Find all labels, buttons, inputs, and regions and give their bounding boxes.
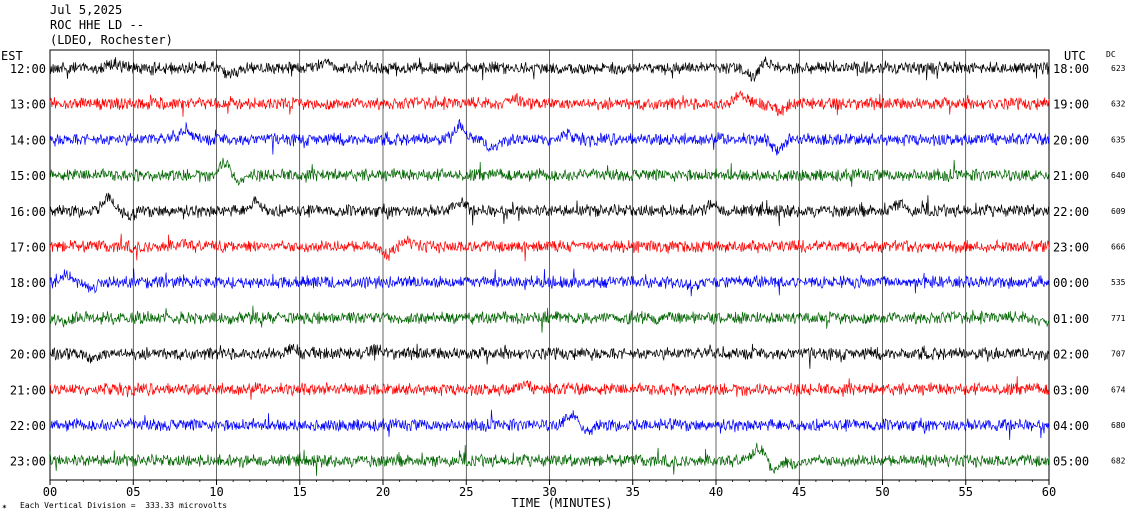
trace-line xyxy=(49,56,1050,82)
est-hour-label: 16:00 xyxy=(10,205,46,219)
x-tick-label-20: 20 xyxy=(376,485,390,499)
x-tick-label-50: 50 xyxy=(875,485,889,499)
x-tick-label-45: 45 xyxy=(792,485,806,499)
utc-hour-label: 01:00 xyxy=(1053,312,1089,326)
est-hour-label: 21:00 xyxy=(10,383,46,397)
x-tick-label-40: 40 xyxy=(709,485,723,499)
trace-line xyxy=(49,119,1050,156)
x-tick-label-10: 10 xyxy=(209,485,223,499)
x-tick-label-15: 15 xyxy=(293,485,307,499)
trace-line xyxy=(50,157,1050,187)
x-axis-title: TIME (MINUTES) xyxy=(511,496,612,510)
x-tick-label-55: 55 xyxy=(959,485,973,499)
utc-zone-label: UTC xyxy=(1064,49,1086,63)
utc-hour-label: 18:00 xyxy=(1053,62,1089,76)
x-tick-label-35: 35 xyxy=(626,485,640,499)
x-tick-label-60: 60 xyxy=(1042,485,1056,499)
est-hour-label: 18:00 xyxy=(10,276,46,290)
logo-mark: ✶ xyxy=(2,502,7,511)
est-hour-label: 12:00 xyxy=(10,62,46,76)
dc-offset-value: 674 xyxy=(1111,385,1126,394)
x-tick-label-25: 25 xyxy=(459,485,473,499)
dc-offset-value: 680 xyxy=(1111,421,1126,430)
utc-hour-label: 02:00 xyxy=(1053,348,1089,362)
est-hour-label: 17:00 xyxy=(10,241,46,255)
trace-line xyxy=(49,343,1050,369)
est-hour-label: 23:00 xyxy=(10,455,46,469)
station-code: ROC HHE LD -- xyxy=(50,18,144,32)
utc-hour-label: 22:00 xyxy=(1053,205,1089,219)
est-hour-label: 22:00 xyxy=(10,419,46,433)
utc-hour-label: 20:00 xyxy=(1053,133,1089,147)
utc-hour-label: 21:00 xyxy=(1053,169,1089,183)
network-name: (LDEO, Rochester) xyxy=(50,33,173,47)
dc-offset-value: 666 xyxy=(1111,243,1126,252)
est-hour-label: 15:00 xyxy=(10,169,46,183)
trace-line xyxy=(49,409,1050,440)
est-hour-label: 13:00 xyxy=(10,98,46,112)
dc-column-label: DC xyxy=(1106,50,1116,59)
utc-hour-label: 23:00 xyxy=(1053,241,1089,255)
dc-offset-value: 771 xyxy=(1111,314,1126,323)
dc-offset-value: 707 xyxy=(1111,350,1126,359)
est-hour-label: 14:00 xyxy=(10,133,46,147)
dc-offset-value: 609 xyxy=(1111,207,1126,216)
utc-hour-label: 04:00 xyxy=(1053,419,1089,433)
dc-offset-value: 640 xyxy=(1111,171,1126,180)
est-hour-label: 20:00 xyxy=(10,348,46,362)
dc-offset-value: 635 xyxy=(1111,135,1126,144)
x-tick-label-05: 05 xyxy=(126,485,140,499)
trace-line xyxy=(49,376,1050,400)
est-hour-label: 19:00 xyxy=(10,312,46,326)
dc-offset-value: 682 xyxy=(1111,457,1126,466)
record-date: Jul 5,2025 xyxy=(50,3,123,17)
x-tick-label-30: 30 xyxy=(542,485,556,499)
x-tick-label-00: 00 xyxy=(43,485,57,499)
trace-line xyxy=(49,268,1050,297)
utc-hour-label: 19:00 xyxy=(1053,98,1089,112)
utc-hour-label: 03:00 xyxy=(1053,383,1089,397)
trace-line xyxy=(49,305,1050,333)
division-note: Each Vertical Division = 333.33 microvol… xyxy=(20,501,228,510)
dc-offset-value: 535 xyxy=(1111,278,1126,287)
trace-line xyxy=(49,442,1050,476)
est-zone-label: EST xyxy=(1,49,23,63)
utc-hour-label: 05:00 xyxy=(1053,455,1089,469)
dc-offset-value: 623 xyxy=(1111,64,1126,73)
dc-offset-value: 632 xyxy=(1111,100,1126,109)
trace-line xyxy=(49,192,1050,227)
trace-line xyxy=(49,90,1050,117)
utc-hour-label: 00:00 xyxy=(1053,276,1089,290)
trace-line xyxy=(49,233,1050,262)
